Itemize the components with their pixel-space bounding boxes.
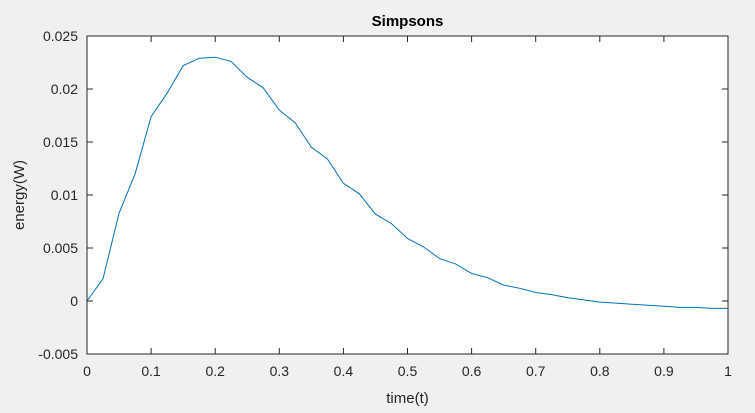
y-tick-label: 0.005 <box>43 240 78 256</box>
tick-labels: 0 0.1 0.2 0.3 0.4 0.5 0.6 0.7 0.8 0.9 1 -0.005 0 0.00… <box>38 28 732 379</box>
series-line <box>86 56 728 309</box>
chart-title: Simpsons <box>372 13 444 30</box>
y-axis-title: energy(W) <box>11 160 28 230</box>
x-tick-label: 1 <box>724 363 732 379</box>
x-tick-label: 0.9 <box>654 363 674 379</box>
x-tick-label: 0.8 <box>590 363 610 379</box>
y-tick-label: 0.02 <box>51 81 78 97</box>
y-tick-label: 0.025 <box>43 28 78 44</box>
plot-area <box>87 36 728 354</box>
y-tick-label: 0.01 <box>51 187 78 203</box>
y-tick-label: 0.015 <box>43 134 78 150</box>
x-tick-label: 0.5 <box>398 363 418 379</box>
y-tick-label: -0.005 <box>38 346 78 362</box>
x-tick-label: 0.2 <box>205 363 225 379</box>
x-tick-label: 0.3 <box>270 363 290 379</box>
x-tick-label: 0 <box>83 363 91 379</box>
x-tick-label: 0.6 <box>462 363 482 379</box>
y-tick-label: 0 <box>70 293 78 309</box>
axes-frame <box>86 35 729 355</box>
x-tick-label: 0.4 <box>334 363 354 379</box>
x-axis-title: time(t) <box>386 390 429 407</box>
x-tick-label: 0.1 <box>141 363 161 379</box>
x-tick-label: 0.7 <box>526 363 546 379</box>
